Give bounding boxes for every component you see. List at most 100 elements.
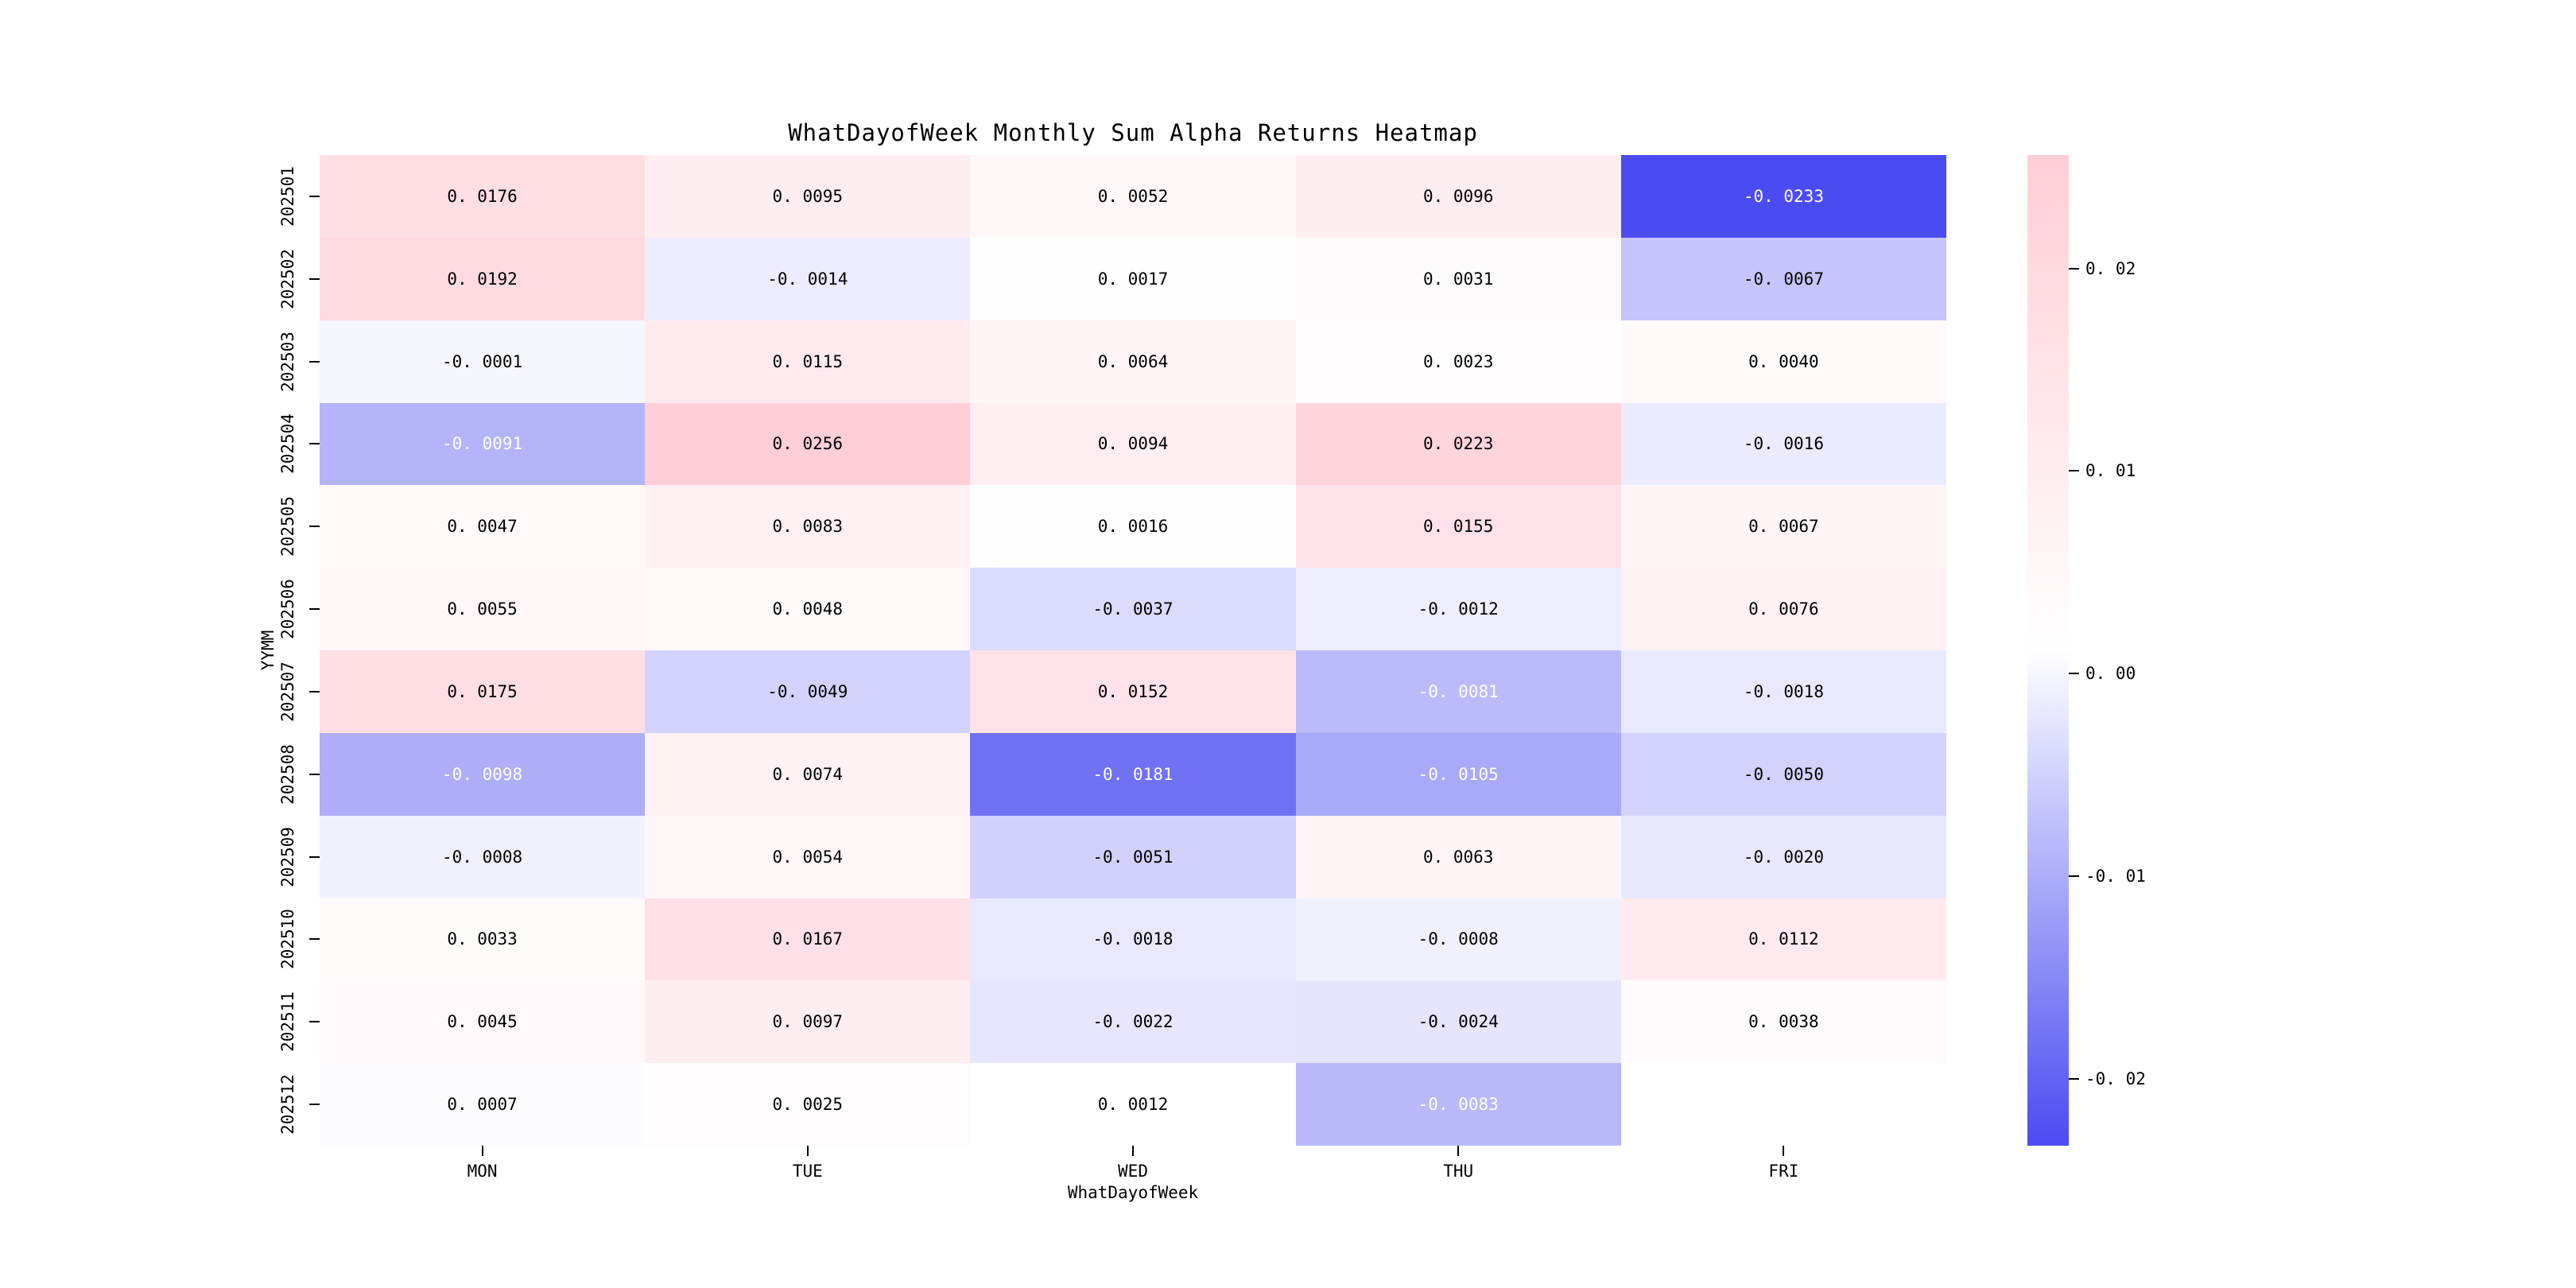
colorbar-tick-text: 0. 00 — [2085, 664, 2136, 684]
heatmap-cell: 0. 0094 — [970, 402, 1296, 486]
cell-value-label: -0. 0233 — [1743, 186, 1824, 206]
cell-value-label: 0. 0025 — [772, 1095, 844, 1115]
cell-value-label: -0. 0018 — [1092, 929, 1174, 949]
heatmap-cell: -0. 0022 — [970, 980, 1296, 1064]
cell-value-label: -0. 0001 — [442, 351, 523, 371]
cell-value-label: -0. 0049 — [767, 681, 848, 701]
cell-value-label: -0. 0024 — [1418, 1012, 1499, 1032]
axis-tick-mark — [309, 1021, 320, 1023]
heatmap-cell: 0. 0076 — [1620, 568, 1946, 650]
heatmap-cell: -0. 0051 — [970, 815, 1296, 898]
heatmap-cell: 0. 0067 — [1620, 485, 1946, 568]
heatmap-cell: 0. 0054 — [645, 815, 971, 898]
heatmap-cell: -0. 0024 — [1295, 980, 1621, 1064]
cell-value-label: -0. 0008 — [442, 847, 523, 867]
cell-value-label: 0. 0012 — [1097, 1095, 1169, 1115]
y-tick-text: 202512 — [278, 1074, 297, 1135]
heatmap-cell: 0. 0175 — [320, 650, 646, 733]
cell-value-label: 0. 0094 — [1097, 434, 1169, 454]
heatmap-cell: 0. 0048 — [645, 568, 971, 650]
x-tick-text: MON — [467, 1162, 498, 1181]
cell-value-label: -0. 0083 — [1418, 1095, 1499, 1115]
heatmap-cell: 0. 0095 — [645, 155, 971, 238]
cell-value-label: -0. 0081 — [1418, 681, 1499, 701]
heatmap-cell: -0. 0181 — [970, 732, 1296, 816]
heatmap-cell: -0. 0105 — [1295, 732, 1621, 816]
cell-value-label: 0. 0176 — [447, 186, 518, 206]
cell-value-label: 0. 0048 — [772, 599, 844, 619]
cell-value-label: 0. 0256 — [772, 434, 844, 454]
axis-tick-mark — [309, 938, 320, 941]
heatmap-cell: 0. 0047 — [320, 485, 646, 568]
heatmap-cell: 0. 0064 — [970, 320, 1296, 403]
heatmap-cell: -0. 0001 — [320, 320, 646, 403]
cell-value-label: 0. 0096 — [1422, 186, 1494, 206]
cell-value-label: 0. 0023 — [1422, 351, 1494, 371]
heatmap-cell: 0. 0038 — [1620, 980, 1946, 1064]
x-tick-text: THU — [1443, 1162, 1474, 1181]
y-tick-text: 202509 — [278, 826, 297, 887]
colorbar-tick-text: 0. 02 — [2085, 258, 2136, 278]
heatmap-cell: -0. 0014 — [645, 237, 971, 320]
cell-value-label: -0. 0020 — [1743, 847, 1824, 867]
axis-tick-mark — [309, 526, 320, 528]
cell-value-label: -0. 0022 — [1092, 1012, 1174, 1032]
colorbar-tick-text: -0. 02 — [2085, 1069, 2146, 1088]
cell-value-label: 0. 0112 — [1748, 929, 1819, 949]
axis-tick-mark — [2069, 470, 2079, 472]
heatmap-cell: 0. 0152 — [970, 650, 1296, 733]
cell-value-label: 0. 0192 — [447, 269, 518, 289]
heatmap-cell: 0. 0097 — [645, 980, 971, 1064]
axis-tick-mark — [309, 773, 320, 775]
heatmap-cell: -0. 0018 — [970, 898, 1296, 981]
cell-value-label: 0. 0047 — [447, 517, 518, 537]
heatmap-cell: -0. 0050 — [1620, 732, 1946, 816]
heatmap-cell: 0. 0176 — [320, 155, 646, 238]
cell-value-label: -0. 0037 — [1092, 599, 1174, 619]
axis-tick-mark — [309, 360, 320, 363]
axis-tick-mark — [481, 1146, 483, 1156]
cell-value-label: 0. 0045 — [447, 1012, 518, 1032]
heatmap-cell: 0. 0040 — [1620, 320, 1946, 403]
cell-value-label: 0. 0175 — [447, 681, 518, 701]
cell-value-label: 0. 0063 — [1422, 847, 1494, 867]
cell-value-label: 0. 0064 — [1097, 351, 1169, 371]
heatmap-cell: 0. 0023 — [1295, 320, 1621, 403]
heatmap-cell: 0. 0055 — [320, 568, 646, 650]
heatmap-cell: -0. 0233 — [1620, 155, 1946, 238]
heatmap-cell: 0. 0115 — [645, 320, 971, 403]
colorbar — [2027, 155, 2069, 1146]
x-tick-text: FRI — [1768, 1162, 1799, 1181]
heatmap-cell: 0. 0223 — [1295, 402, 1621, 486]
cell-value-label: -0. 0018 — [1743, 681, 1824, 701]
axis-tick-mark — [309, 855, 320, 858]
heatmap-cell: 0. 0063 — [1295, 815, 1621, 898]
axis-tick-mark — [2069, 1077, 2079, 1080]
y-tick-text: 202502 — [278, 248, 297, 309]
axis-tick-mark — [1457, 1146, 1460, 1156]
axis-tick-mark — [309, 608, 320, 611]
cell-value-label: 0. 0115 — [772, 351, 844, 371]
axis-tick-mark — [1783, 1146, 1785, 1156]
heatmap-cell: -0. 0081 — [1295, 650, 1621, 733]
cell-value-label: -0. 0014 — [767, 269, 848, 289]
cell-value-label: 0. 0076 — [1748, 599, 1819, 619]
cell-value-label: 0. 0083 — [772, 517, 844, 537]
cell-value-label: 0. 0033 — [447, 929, 518, 949]
cell-value-label: 0. 0167 — [772, 929, 844, 949]
heatmap-cell: 0. 0007 — [320, 1063, 646, 1146]
axis-tick-mark — [309, 443, 320, 445]
cell-value-label: 0. 0152 — [1097, 681, 1169, 701]
x-tick-text: WED — [1118, 1162, 1148, 1181]
heatmap-cell: 0. 0155 — [1295, 485, 1621, 568]
cell-value-label: 0. 0067 — [1748, 517, 1819, 537]
y-tick-text: 202505 — [278, 496, 297, 557]
heatmap-cell: 0. 0017 — [970, 237, 1296, 320]
cell-value-label: -0. 0091 — [442, 434, 523, 454]
colorbar-tick-text: 0. 01 — [2085, 461, 2136, 481]
axis-tick-mark — [2069, 875, 2079, 878]
cell-value-label: 0. 0016 — [1097, 517, 1169, 537]
heatmap-cell: 0. 0025 — [645, 1063, 971, 1146]
y-tick-text: 202508 — [278, 743, 297, 805]
